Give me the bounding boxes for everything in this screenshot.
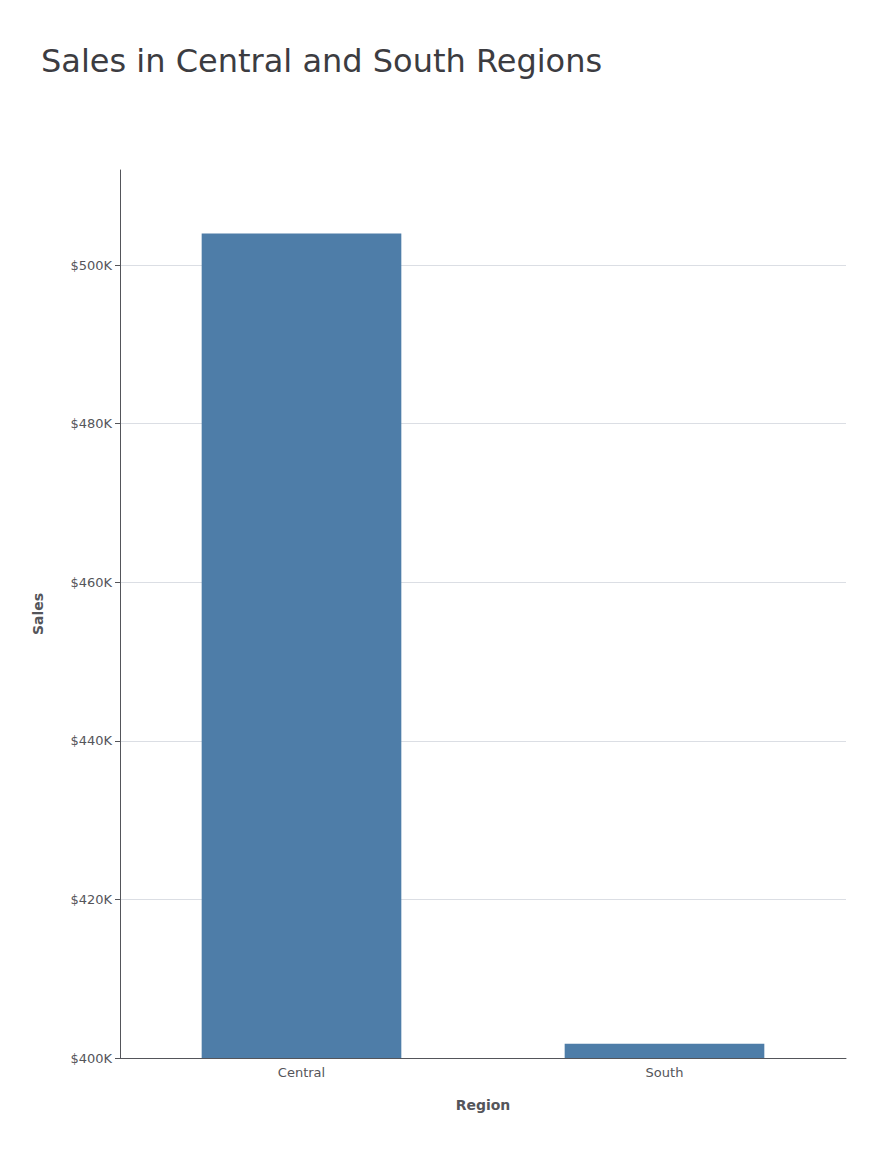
svg-text:$480K: $480K — [70, 416, 112, 431]
svg-text:Sales: Sales — [30, 593, 46, 635]
svg-text:$420K: $420K — [70, 892, 112, 907]
svg-text:$440K: $440K — [70, 733, 112, 748]
svg-text:$460K: $460K — [70, 575, 112, 590]
svg-text:Central: Central — [278, 1065, 325, 1080]
svg-text:South: South — [646, 1065, 684, 1080]
svg-text:Sales in Central and South Reg: Sales in Central and South Regions — [41, 42, 602, 80]
svg-text:$400K: $400K — [70, 1051, 112, 1066]
svg-text:$500K: $500K — [70, 258, 112, 273]
svg-text:Region: Region — [456, 1097, 511, 1113]
